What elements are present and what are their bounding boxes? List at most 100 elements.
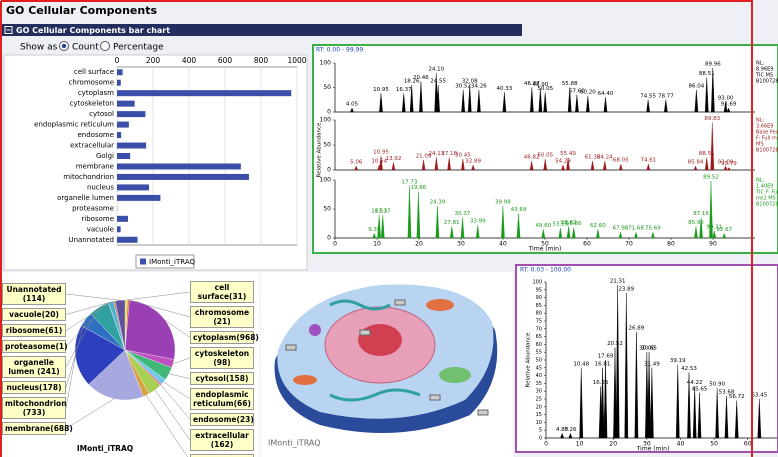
peak-label: 75.69 <box>645 226 661 232</box>
marker <box>430 395 440 400</box>
peak-label: 63.45 <box>751 393 767 399</box>
page-title: GO Cellular Components <box>6 4 157 17</box>
peak-label: 71.68 <box>628 226 644 232</box>
label-column: cell surface(31)chromosome (21)cytoplasm… <box>190 281 254 457</box>
peak-label: 44.22 <box>687 380 703 386</box>
y-tick-label: 50 <box>536 358 542 364</box>
vesicle <box>309 324 321 336</box>
range-title: RT: 0.00 - 99.99 <box>316 47 363 54</box>
x-tick-label: 60 <box>583 241 591 248</box>
marker <box>395 300 405 305</box>
y-tick-label: 50 <box>323 206 331 213</box>
bar <box>117 132 121 138</box>
peak-label: 39.98 <box>495 200 511 206</box>
y-tick-label: endosome <box>77 131 114 139</box>
bar <box>117 101 135 107</box>
peak-label: 89.52 <box>703 175 719 181</box>
peak-label: 85.84 <box>688 160 704 166</box>
bar <box>117 69 123 75</box>
x-tick-label: 10 <box>373 241 381 248</box>
peak-label: 74.61 <box>640 158 656 164</box>
pie-label: cytoplasm(968) <box>190 331 254 344</box>
radio-selected <box>62 44 66 48</box>
canvas: GO Cellular Components GO Cellular Compo… <box>0 0 778 457</box>
marker <box>360 330 370 335</box>
peak-label: 42.53 <box>681 366 697 372</box>
pie-label: nucleus(178) <box>2 381 66 394</box>
y-tick-label: 55 <box>536 350 542 356</box>
bar <box>117 163 241 169</box>
x-tick-label: 70 <box>625 241 633 248</box>
y-tick-label: 5 <box>539 428 542 434</box>
x-tick-label: 200 <box>146 56 161 65</box>
y-tick-label: 50 <box>323 84 331 91</box>
peak-label: 11.37 <box>375 208 391 214</box>
peak-label: 16.25 <box>593 380 609 386</box>
bar <box>117 226 121 232</box>
y-tick-label: 80 <box>536 311 542 317</box>
peak-label: 87.16 <box>693 211 709 217</box>
y-tick-label: organelle lumen <box>57 194 114 202</box>
peak-label: 50.05 <box>537 153 553 159</box>
peak-label: 16.81 <box>595 361 611 367</box>
peak-label: 93.79 <box>721 161 737 167</box>
peak-label: 17.69 <box>598 354 614 360</box>
peak-label: 88.51 <box>699 71 715 77</box>
peak-label: 24.39 <box>430 200 446 206</box>
peak-label: 40.33 <box>497 86 513 92</box>
trace-note: B100728_C <box>756 148 778 154</box>
peak-label: 89.96 <box>705 61 721 67</box>
y-tick-label: 0 <box>539 436 542 442</box>
pie-label: cell surface(31) <box>190 281 254 303</box>
mitochondrion <box>426 299 454 311</box>
radio-label: Percentage <box>113 43 164 53</box>
peak-label: 92.67 <box>716 227 732 233</box>
bar <box>117 153 130 159</box>
x-axis-label: Time (min) <box>528 246 562 253</box>
pie-label: cytoskeleton (98) <box>190 347 254 369</box>
y-tick-label: 40 <box>536 373 542 379</box>
y-tick-label: cytoskeleton <box>70 100 115 108</box>
peak-label: 31.49 <box>644 361 660 367</box>
peak-label: 4.05 <box>346 102 359 108</box>
x-tick-label: 0 <box>333 241 337 248</box>
y-tick-label: 100 <box>320 117 332 124</box>
pie-label: endoplasmic reticulum(66) <box>190 388 254 410</box>
peak-label: 89.83 <box>704 116 720 122</box>
marker <box>478 410 488 415</box>
peak-label: 26.89 <box>629 325 645 331</box>
peak-label: 23.89 <box>618 286 634 292</box>
pie-label: extracellular (162) <box>190 429 254 451</box>
peak-label: 32.89 <box>465 159 481 165</box>
peak-label: 30.37 <box>455 211 471 217</box>
screen: GO Cellular Components GO Cellular Compo… <box>0 0 778 457</box>
peak-label: 86.04 <box>688 83 704 89</box>
golgi <box>439 367 471 383</box>
x-tick-label: 0 <box>544 441 548 448</box>
x-tick-label: 800 <box>254 56 269 65</box>
x-tick-label: 90 <box>709 241 717 248</box>
x-tick-label: 60 <box>744 441 752 448</box>
range-title: RT: 0.03 - 100.00 <box>520 267 571 274</box>
bar <box>117 184 149 190</box>
peak-label: 10.95 <box>373 150 389 156</box>
peak-label: 43.69 <box>511 207 527 213</box>
y-tick-label: membrane <box>76 162 114 170</box>
x-tick-label: 1000 <box>287 56 306 65</box>
x-tick-label: 400 <box>182 56 197 65</box>
peak-label: 60.20 <box>580 89 596 95</box>
y-tick-label: Unannotated <box>68 236 114 244</box>
y-tick-label: 35 <box>536 381 542 387</box>
y-tick-label: 100 <box>532 280 542 286</box>
y-tick-label: 30 <box>536 389 542 395</box>
y-tick-label: 20 <box>536 404 542 410</box>
radio-percentage[interactable] <box>101 42 110 51</box>
bar <box>117 122 129 128</box>
peak-label: 27.81 <box>444 220 460 226</box>
y-tick-label: nucleus <box>87 183 114 191</box>
y-tick-label: 25 <box>536 397 542 403</box>
bar <box>117 143 146 149</box>
y-tick-label: endoplasmic reticulum <box>34 121 114 129</box>
peak-label: 39.19 <box>670 358 686 364</box>
y-axis-label: Relative Abundance <box>526 332 532 388</box>
